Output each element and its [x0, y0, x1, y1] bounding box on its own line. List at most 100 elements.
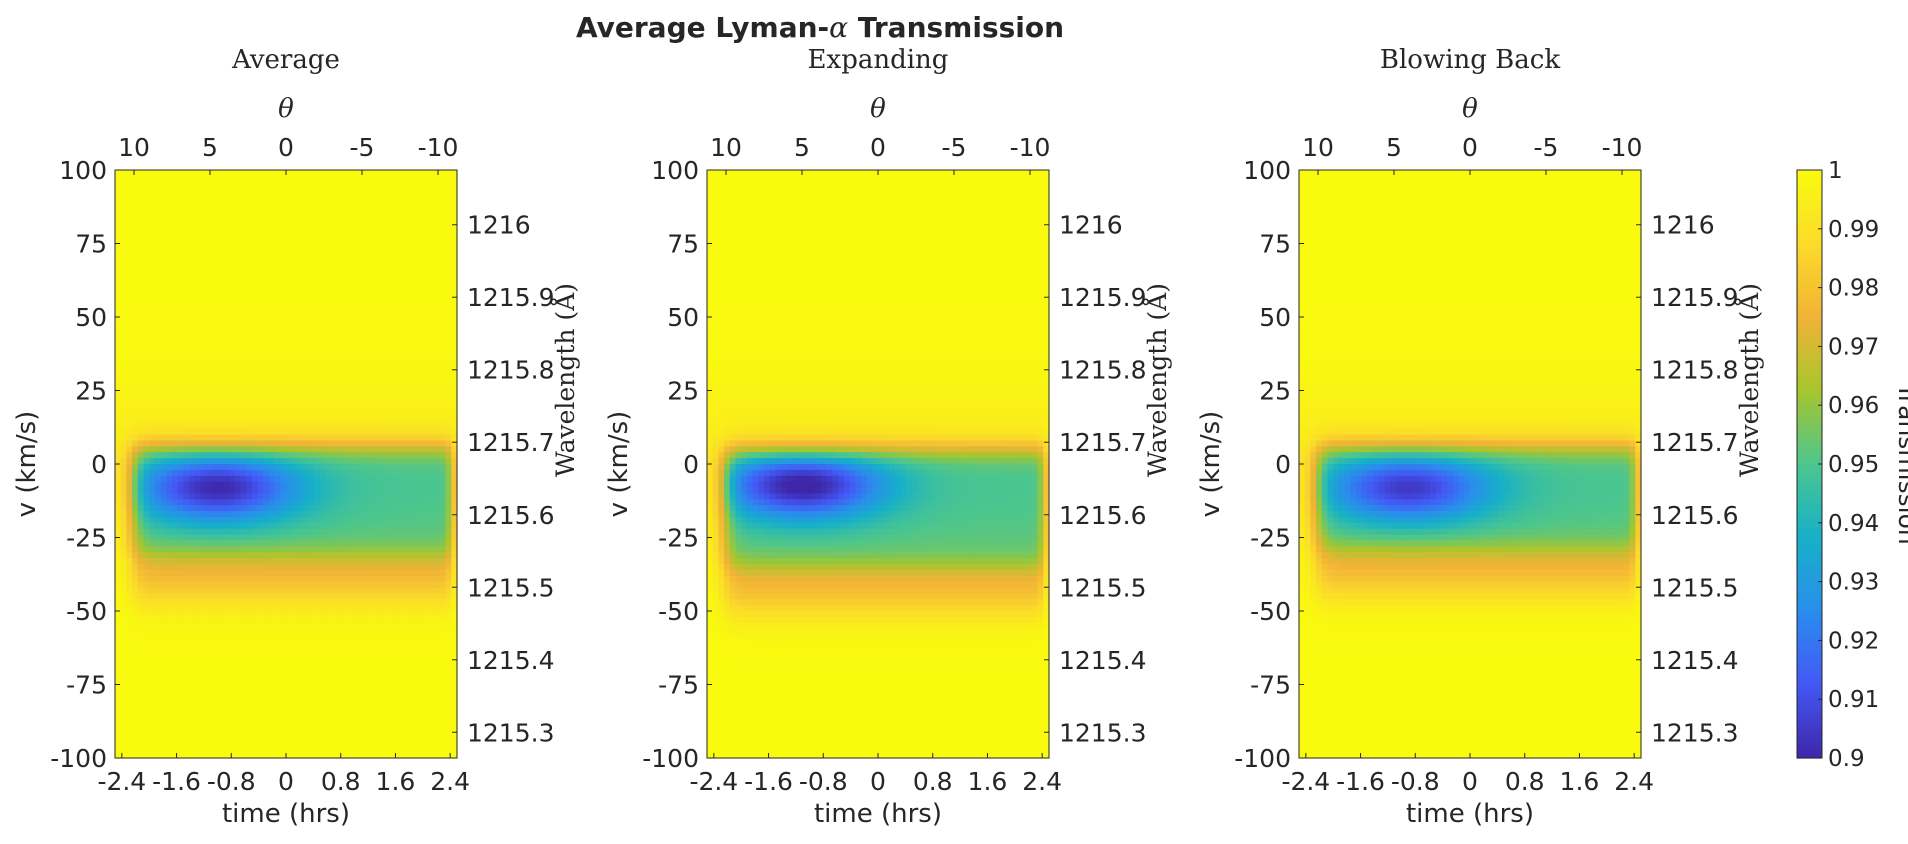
heatmap-cell — [126, 663, 133, 671]
heatmap-cell — [194, 487, 202, 494]
heatmap-cell — [377, 569, 384, 577]
heatmap-cell — [388, 322, 395, 330]
heatmap-cell — [331, 322, 338, 330]
heatmap-cell — [388, 475, 395, 483]
heatmap-cell — [257, 387, 264, 395]
heatmap-cell — [343, 381, 350, 389]
heatmap-cell — [246, 522, 253, 530]
heatmap-cell — [308, 622, 316, 630]
heatmap-cell — [115, 346, 122, 353]
heatmap-cell — [337, 693, 344, 700]
heatmap-cell — [115, 752, 122, 759]
heatmap-cell — [160, 675, 167, 683]
heatmap-cell — [137, 375, 145, 383]
heatmap-cell — [217, 422, 224, 430]
heatmap-cell — [200, 181, 207, 189]
heatmap-cell — [274, 217, 281, 224]
heatmap-cell — [183, 640, 190, 647]
heatmap-cell — [223, 334, 230, 342]
heatmap-cell — [325, 181, 333, 189]
heatmap-cell — [160, 605, 167, 612]
heatmap-cell — [337, 228, 344, 236]
heatmap-cell — [303, 681, 310, 689]
heatmap-cell — [132, 358, 139, 365]
heatmap-cell — [206, 734, 213, 741]
heatmap-cell — [377, 440, 384, 447]
heatmap-cell — [143, 669, 150, 677]
heatmap-cell — [154, 281, 162, 289]
heatmap-cell — [388, 669, 395, 677]
heatmap-cell — [297, 228, 304, 236]
heatmap-cell — [126, 481, 133, 489]
heatmap-cell — [246, 699, 253, 706]
heatmap-cell — [189, 640, 196, 647]
heatmap-cell — [388, 587, 395, 594]
heatmap-cell — [394, 599, 401, 606]
heatmap-cell — [394, 693, 401, 700]
heatmap-cell — [154, 540, 162, 547]
heatmap-cell — [137, 593, 145, 600]
heatmap-cell — [394, 710, 401, 718]
heatmap-cell — [320, 269, 327, 277]
heatmap-cell — [257, 593, 264, 600]
heatmap-cell — [308, 228, 316, 236]
heatmap-cell — [377, 669, 384, 677]
heatmap-cell — [183, 352, 190, 359]
heatmap-cell — [257, 340, 264, 347]
heatmap-cell — [388, 287, 395, 295]
heatmap-cell — [291, 569, 298, 577]
heatmap-cell — [394, 452, 401, 459]
heatmap-cell — [172, 511, 179, 518]
heatmap-cell — [268, 628, 276, 636]
heatmap-cell — [234, 217, 241, 224]
heatmap-cell — [251, 734, 259, 741]
heatmap-cell — [297, 681, 304, 689]
heatmap-cell — [126, 516, 133, 524]
heatmap-cell — [331, 552, 338, 559]
heatmap-cell — [154, 622, 162, 630]
heatmap-cell — [303, 199, 310, 206]
heatmap-cell — [286, 569, 293, 577]
heatmap-cell — [132, 722, 139, 730]
heatmap-cell — [251, 640, 259, 647]
heatmap-cell — [257, 575, 264, 583]
heatmap-cell — [337, 511, 344, 518]
heatmap-cell — [132, 234, 139, 242]
heatmap-cell — [200, 505, 207, 512]
heatmap-cell — [371, 322, 378, 330]
heatmap-cell — [280, 705, 287, 712]
heatmap-cell — [154, 611, 162, 618]
heatmap-cell — [251, 540, 259, 547]
heatmap-cell — [234, 563, 241, 571]
heatmap-cell — [348, 458, 355, 465]
heatmap-cell — [331, 275, 338, 283]
heatmap-cell — [348, 599, 355, 606]
heatmap-cell — [343, 334, 350, 342]
heatmap-cell — [177, 552, 184, 559]
heatmap-cell — [240, 458, 247, 465]
heatmap-cell — [268, 217, 276, 224]
heatmap-cell — [263, 381, 270, 389]
heatmap-cell — [382, 599, 390, 606]
heatmap-cell — [126, 175, 133, 183]
heatmap-cell — [246, 528, 253, 536]
heatmap-cell — [348, 581, 355, 589]
heatmap-cell — [308, 681, 316, 689]
heatmap-cell — [286, 740, 293, 747]
heatmap-cell — [154, 317, 162, 324]
heatmap-cell — [263, 481, 270, 489]
heatmap-cell — [297, 710, 304, 718]
heatmap-cell — [394, 434, 401, 442]
heatmap-cell — [183, 563, 190, 571]
heatmap-cell — [394, 381, 401, 389]
heatmap-cell — [343, 740, 350, 747]
heatmap-cell — [325, 587, 333, 594]
heatmap-cell — [286, 734, 293, 741]
heatmap-cell — [291, 728, 298, 736]
heatmap-cell — [320, 464, 327, 471]
heatmap-cell — [365, 622, 373, 630]
heatmap-cell — [177, 440, 184, 447]
heatmap-cell — [246, 722, 253, 730]
heatmap-cell — [263, 358, 270, 365]
heatmap-cell — [132, 511, 139, 518]
